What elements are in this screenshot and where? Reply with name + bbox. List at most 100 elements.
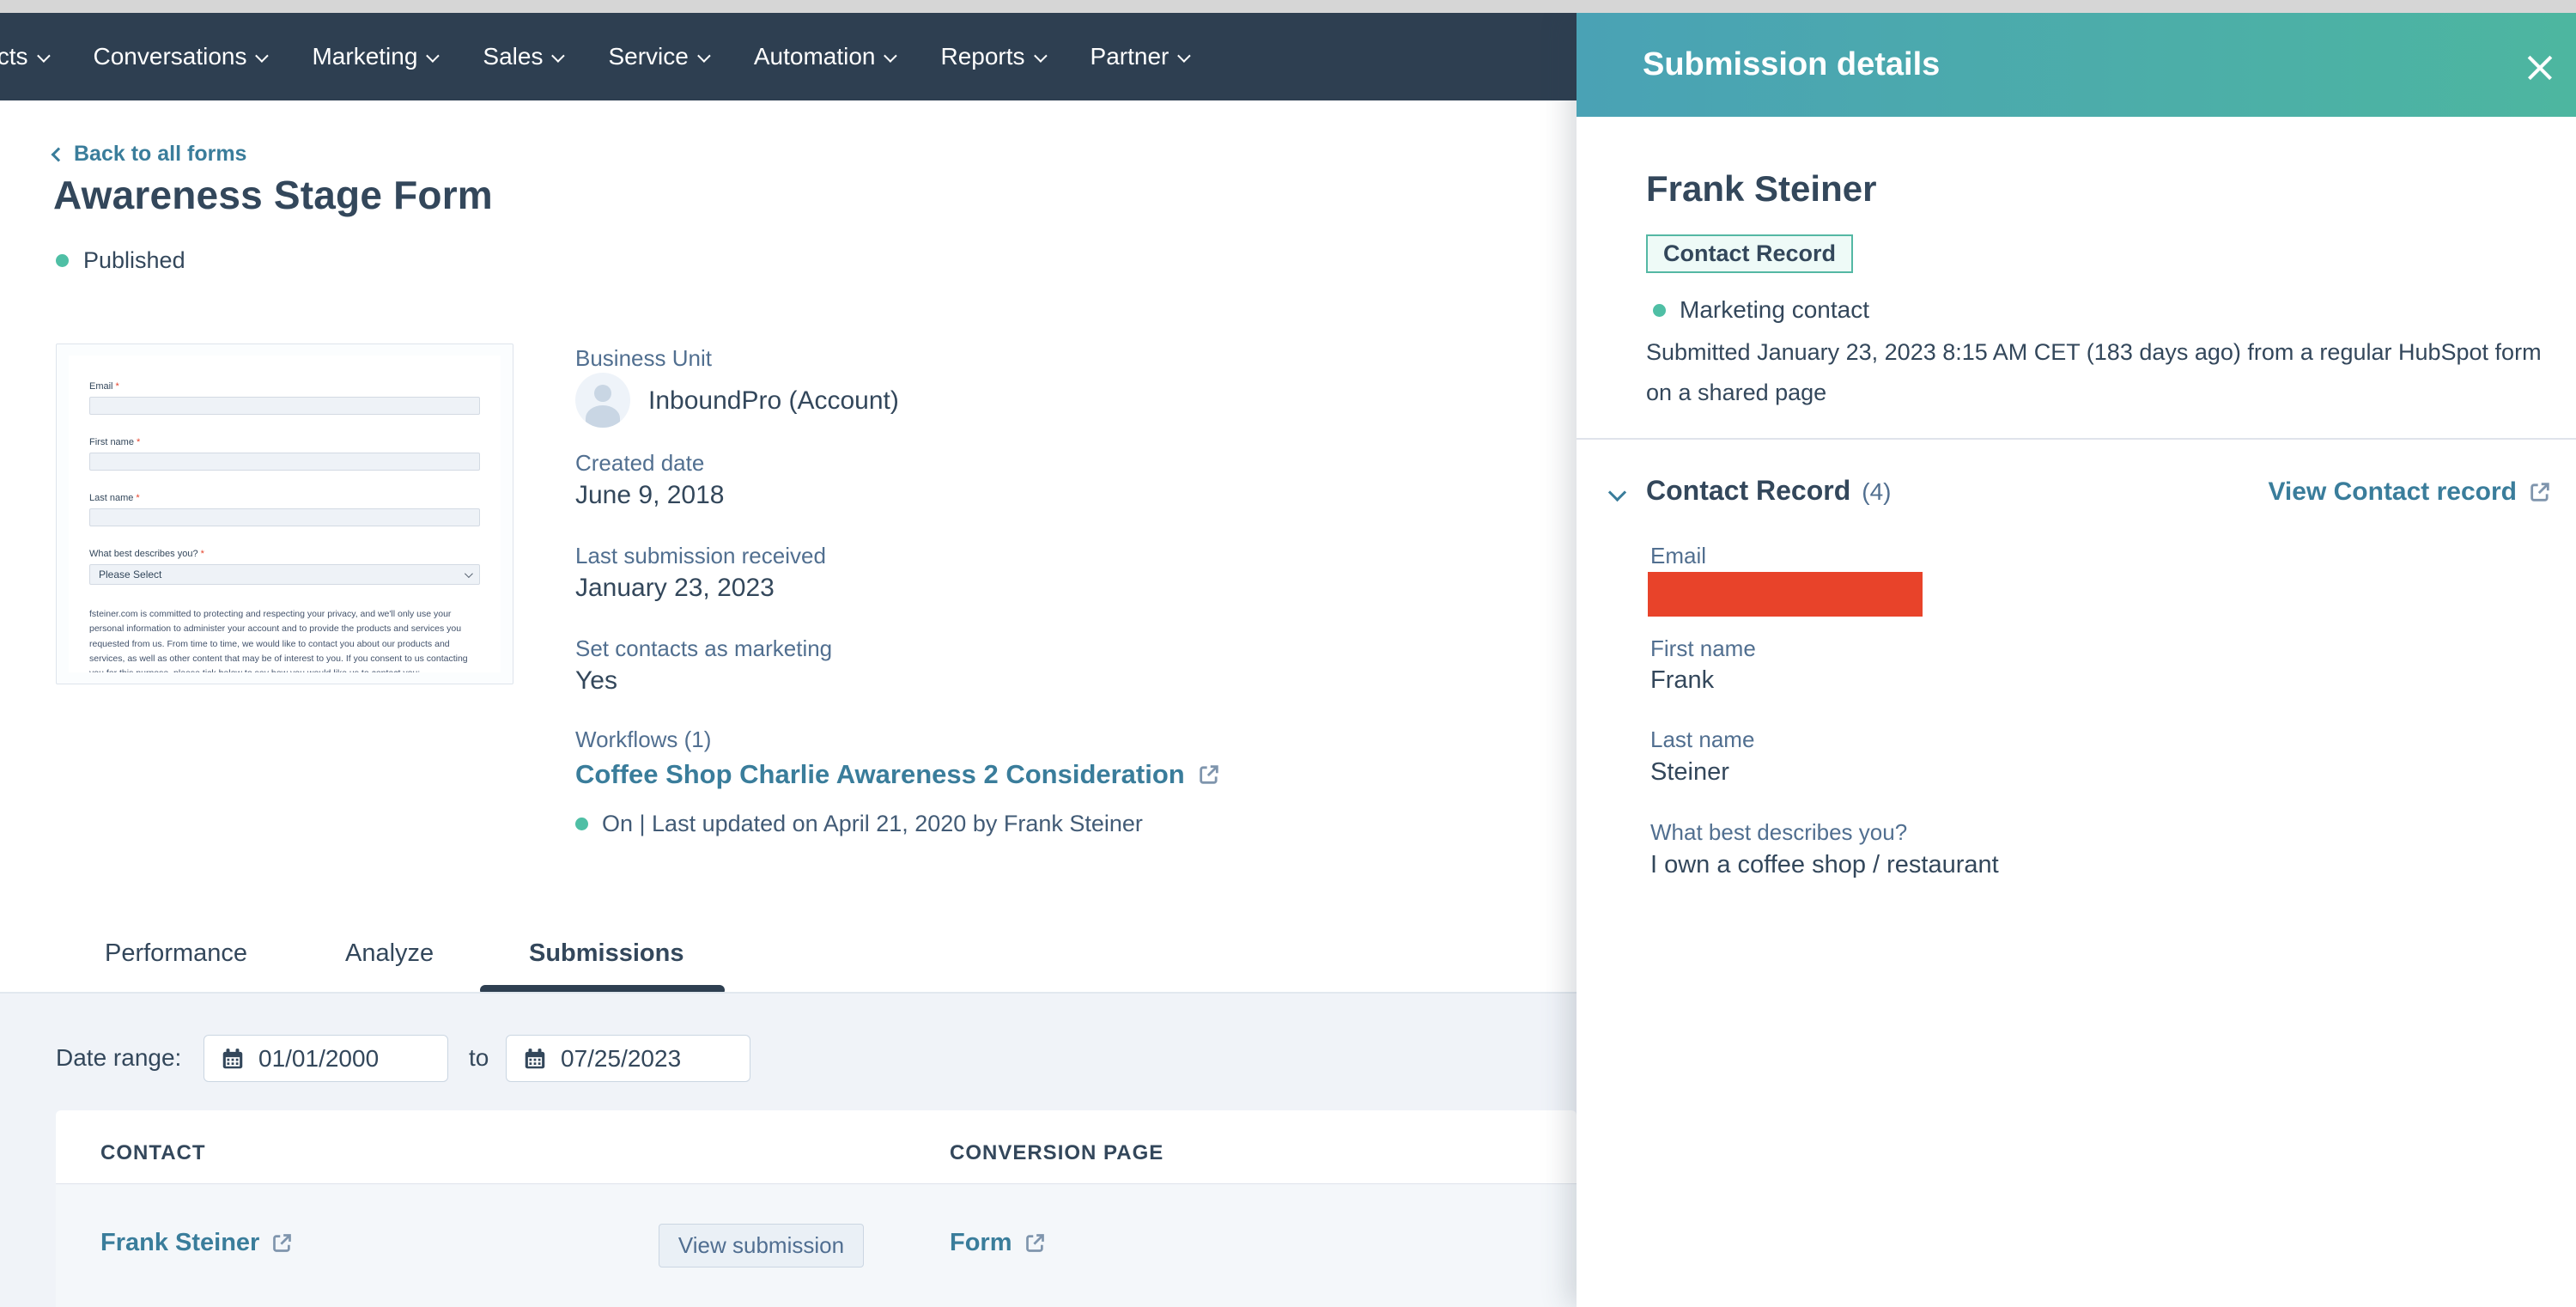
status-label: Published — [83, 247, 185, 273]
view-contact-record-link[interactable]: View Contact record — [2268, 477, 2552, 507]
view-submission-button[interactable]: View submission — [659, 1224, 864, 1267]
field-value-describes: I own a coffee shop / restaurant — [1650, 851, 1999, 878]
required-asterisk: * — [200, 549, 204, 559]
business-unit-value: InboundPro (Account) — [648, 386, 899, 415]
contact-record-badge: Contact Record — [1646, 234, 1854, 273]
contact-record-section-header: Contact Record (4) — [1646, 475, 1891, 507]
end-date-value: 07/25/2023 — [561, 1044, 682, 1072]
contact-link[interactable]: Frank Steiner — [100, 1229, 294, 1257]
page-title: Awareness Stage Form — [53, 173, 493, 217]
nav-item-partner[interactable]: Partner — [1091, 43, 1192, 70]
chevron-down-icon — [1033, 48, 1048, 63]
column-header-conversion-page[interactable]: CONVERSION PAGE — [950, 1141, 1164, 1164]
chevron-down-icon — [464, 568, 473, 578]
panel-title: Submission details — [1643, 46, 1941, 82]
chevron-left-icon — [51, 147, 66, 161]
panel-header: Submission details — [1577, 13, 2576, 117]
panel-divider — [1577, 438, 2576, 440]
avatar — [575, 373, 630, 428]
required-asterisk: * — [136, 437, 141, 447]
calendar-icon — [222, 1048, 243, 1068]
nav-item-marketing[interactable]: Marketing — [312, 43, 440, 70]
date-range-to-label: to — [469, 1044, 489, 1071]
chevron-down-icon — [551, 48, 566, 63]
status-dot-icon — [575, 818, 588, 830]
avatar-person-icon — [594, 385, 611, 402]
chevron-down-icon — [426, 48, 440, 63]
preview-field-describes: What best describes you? * Please Select — [89, 549, 480, 585]
start-date-value: 01/01/2000 — [258, 1044, 380, 1072]
collapse-chevron-icon[interactable] — [1607, 483, 1627, 502]
form-preview-content: Email * First name * Last name * What best … — [69, 356, 501, 672]
field-value-last-name: Steiner — [1650, 758, 1729, 786]
nav-items: Contacts Conversations Marketing Sales S… — [0, 43, 1192, 70]
submitter-name: Frank Steiner — [1646, 168, 1877, 209]
required-asterisk: * — [136, 493, 140, 503]
submission-details-panel: Submission details Frank Steiner Contact… — [1577, 13, 2576, 1307]
date-range-label: Date range: — [56, 1044, 182, 1071]
status-dot-icon — [56, 254, 69, 267]
preview-first-name-input — [89, 453, 480, 471]
last-submission-label: Last submission received — [575, 543, 826, 568]
submitted-info: Submitted January 23, 2023 8:15 AM CET (… — [1646, 339, 2542, 405]
field-label-describes: What best describes you? — [1650, 819, 1908, 845]
nav-item-service[interactable]: Service — [608, 43, 711, 70]
chevron-down-icon — [696, 48, 711, 63]
preview-email-input — [89, 397, 480, 415]
preview-field-email: Email * — [89, 381, 480, 415]
end-date-input[interactable]: 07/25/2023 — [506, 1035, 750, 1082]
business-unit-label: Business Unit — [575, 345, 712, 371]
last-submission-value: January 23, 2023 — [575, 574, 775, 602]
table-row: Frank Steiner View submission Form — [56, 1183, 1577, 1307]
tab-analyze[interactable]: Analyze — [345, 939, 434, 967]
workflows-label: Workflows (1) — [575, 726, 712, 752]
external-link-icon — [1025, 1234, 1044, 1252]
preview-select: Please Select — [89, 564, 480, 585]
publish-status: Published — [56, 247, 185, 274]
nav-item-automation[interactable]: Automation — [754, 43, 898, 70]
column-header-contact[interactable]: CONTACT — [100, 1141, 206, 1164]
set-contacts-marketing-label: Set contacts as marketing — [575, 635, 833, 661]
status-dot-icon — [1653, 303, 1666, 317]
preview-privacy-text: fsteiner.com is committed to protecting … — [89, 609, 468, 672]
created-date-label: Created date — [575, 450, 705, 476]
field-label-last-name: Last name — [1650, 726, 1755, 752]
section-title: Contact Record — [1646, 475, 1851, 506]
nav-item-conversations[interactable]: Conversations — [94, 43, 270, 70]
nav-item-contacts[interactable]: Contacts — [0, 43, 51, 70]
browser-chrome-strip — [0, 0, 2576, 13]
workflow-status: On | Last updated on April 21, 2020 by F… — [575, 811, 1143, 837]
tab-submissions[interactable]: Submissions — [529, 939, 684, 967]
form-preview-card[interactable]: Email * First name * Last name * What best … — [56, 343, 513, 684]
workflow-link[interactable]: Coffee Shop Charlie Awareness 2 Consider… — [575, 759, 1221, 790]
marketing-contact-status: Marketing contact — [1653, 296, 1869, 324]
chevron-down-icon — [884, 48, 898, 63]
preview-field-last-name: Last name * — [89, 493, 480, 526]
set-contacts-marketing-value: Yes — [575, 666, 617, 695]
nav-item-reports[interactable]: Reports — [940, 43, 1048, 70]
preview-field-first-name: First name * — [89, 437, 480, 471]
field-label-email: Email — [1650, 543, 1707, 568]
conversion-page-link[interactable]: Form — [950, 1229, 1047, 1257]
external-link-icon — [2530, 483, 2549, 502]
field-value-first-name: Frank — [1650, 666, 1715, 694]
required-asterisk: * — [115, 381, 119, 392]
back-to-forms-link[interactable]: Back to all forms — [51, 142, 246, 167]
chevron-down-icon — [36, 48, 51, 63]
field-label-first-name: First name — [1650, 635, 1756, 661]
tabs-divider — [0, 992, 1577, 994]
external-link-icon — [273, 1234, 292, 1252]
chevron-down-icon — [1177, 48, 1192, 63]
external-link-icon — [1200, 765, 1218, 784]
calendar-icon — [525, 1048, 545, 1068]
preview-last-name-input — [89, 508, 480, 526]
nav-item-sales[interactable]: Sales — [483, 43, 566, 70]
section-count: (4) — [1862, 478, 1892, 505]
start-date-input[interactable]: 01/01/2000 — [204, 1035, 448, 1082]
created-date-value: June 9, 2018 — [575, 481, 725, 509]
redacted-email-value — [1648, 572, 1923, 617]
close-icon[interactable] — [2519, 47, 2561, 88]
tab-performance[interactable]: Performance — [105, 939, 248, 967]
submissions-table: CONTACT CONVERSION PAGE Frank Steiner Vi… — [56, 1110, 1577, 1307]
